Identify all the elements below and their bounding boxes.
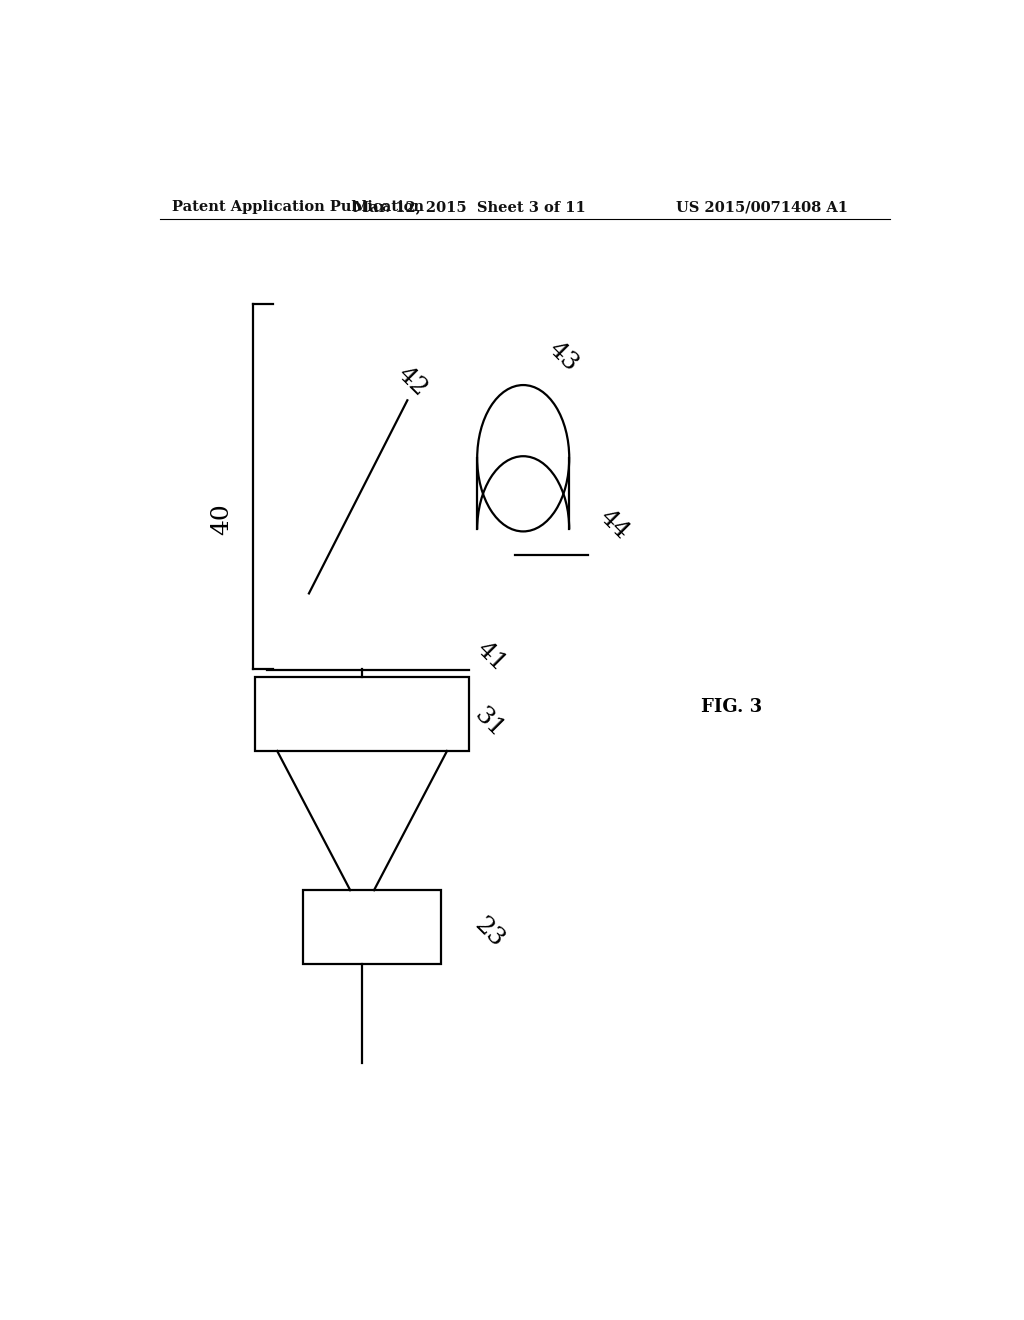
- Text: Patent Application Publication: Patent Application Publication: [172, 201, 424, 214]
- Text: US 2015/0071408 A1: US 2015/0071408 A1: [676, 201, 848, 214]
- Text: FIG. 3: FIG. 3: [700, 698, 762, 717]
- Text: 23: 23: [470, 913, 509, 952]
- Text: 42: 42: [393, 363, 431, 401]
- Text: 31: 31: [470, 704, 508, 742]
- Bar: [303, 890, 441, 965]
- Text: 40: 40: [210, 503, 233, 535]
- Text: 44: 44: [594, 506, 633, 544]
- Text: 41: 41: [471, 638, 510, 676]
- Text: Mar. 12, 2015  Sheet 3 of 11: Mar. 12, 2015 Sheet 3 of 11: [353, 201, 586, 214]
- Text: 43: 43: [544, 337, 583, 376]
- Bar: [255, 677, 469, 751]
